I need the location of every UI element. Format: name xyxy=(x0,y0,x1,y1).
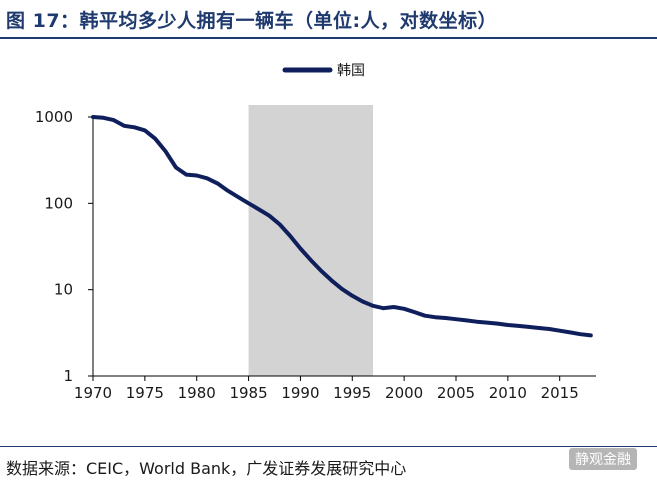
data-point xyxy=(206,177,208,179)
data-point xyxy=(403,308,405,310)
data-point xyxy=(372,305,374,307)
data-point xyxy=(382,307,384,309)
x-tick-label: 1985 xyxy=(229,384,267,402)
data-point xyxy=(216,182,218,184)
data-point xyxy=(320,270,322,272)
shaded-region xyxy=(248,105,374,376)
data-point xyxy=(362,300,364,302)
data-point xyxy=(299,247,301,249)
data-point xyxy=(92,116,94,118)
data-point xyxy=(227,190,229,192)
data-point xyxy=(434,316,436,318)
data-point xyxy=(476,321,478,323)
data-point xyxy=(569,331,571,333)
data-point xyxy=(590,334,592,336)
figure-title: 图 17：韩平均多少人拥有一辆车（单位:人，对数坐标） xyxy=(6,10,498,32)
legend: 韩国 xyxy=(282,63,365,79)
data-point xyxy=(102,117,104,119)
data-point xyxy=(341,288,343,290)
data-point xyxy=(258,208,260,210)
data-point xyxy=(331,279,333,281)
x-tick-label: 1990 xyxy=(281,384,319,402)
data-point xyxy=(175,167,177,169)
legend-label: 韩国 xyxy=(337,63,365,79)
source-note: 数据来源：CEIC，World Bank，广发证券发展研究中心 xyxy=(6,459,407,478)
data-point xyxy=(289,235,291,237)
data-point xyxy=(579,333,581,335)
y-tick-label: 1000 xyxy=(35,108,73,126)
watermark: 静观金融 xyxy=(569,448,637,470)
data-point xyxy=(445,317,447,319)
x-tick-label: 1980 xyxy=(178,384,216,402)
y-tick-label: 100 xyxy=(44,194,73,212)
data-point xyxy=(237,196,239,198)
data-point xyxy=(496,323,498,325)
series-layer xyxy=(91,115,593,338)
x-tick-label: 2015 xyxy=(541,384,579,402)
data-point xyxy=(279,223,281,225)
x-tick-label: 2010 xyxy=(489,384,527,402)
y-tick-label: 10 xyxy=(54,281,73,299)
data-point xyxy=(517,325,519,327)
x-tick-label: 1975 xyxy=(126,384,164,402)
data-point xyxy=(528,326,530,328)
data-point xyxy=(424,315,426,317)
source-divider xyxy=(0,446,657,447)
data-point xyxy=(248,202,250,204)
data-point xyxy=(538,327,540,329)
x-tick-label: 2005 xyxy=(437,384,475,402)
title-divider xyxy=(0,37,657,39)
data-point xyxy=(414,311,416,313)
data-point xyxy=(559,330,561,332)
x-tick-label: 2000 xyxy=(385,384,423,402)
data-point xyxy=(268,215,270,217)
data-point xyxy=(548,328,550,330)
data-point xyxy=(185,174,187,176)
shaded-period xyxy=(248,105,374,376)
data-point xyxy=(123,125,125,127)
data-point xyxy=(165,150,167,152)
data-point xyxy=(465,319,467,321)
axes: 1 10 100 1000 1970 1975 1980 1985 1990 1995 2000 20… xyxy=(35,108,596,402)
data-point xyxy=(455,318,457,320)
x-tick-label: 1995 xyxy=(333,384,371,402)
data-point xyxy=(196,175,198,177)
data-point xyxy=(351,295,353,297)
data-point xyxy=(154,138,156,140)
title-bar: 图 17：韩平均多少人拥有一辆车（单位:人，对数坐标） xyxy=(0,0,657,39)
data-point xyxy=(507,324,509,326)
data-point xyxy=(310,259,312,261)
x-tick-label: 1970 xyxy=(74,384,112,402)
line-chart: 韩国 1 10 100 1000 1970 1975 1980 1985 1990 1995 200… xyxy=(35,63,596,402)
data-point xyxy=(113,119,115,121)
data-point xyxy=(393,306,395,308)
data-point xyxy=(486,322,488,324)
data-point xyxy=(133,126,135,128)
data-point xyxy=(144,129,146,131)
y-tick-label: 1 xyxy=(63,367,73,385)
